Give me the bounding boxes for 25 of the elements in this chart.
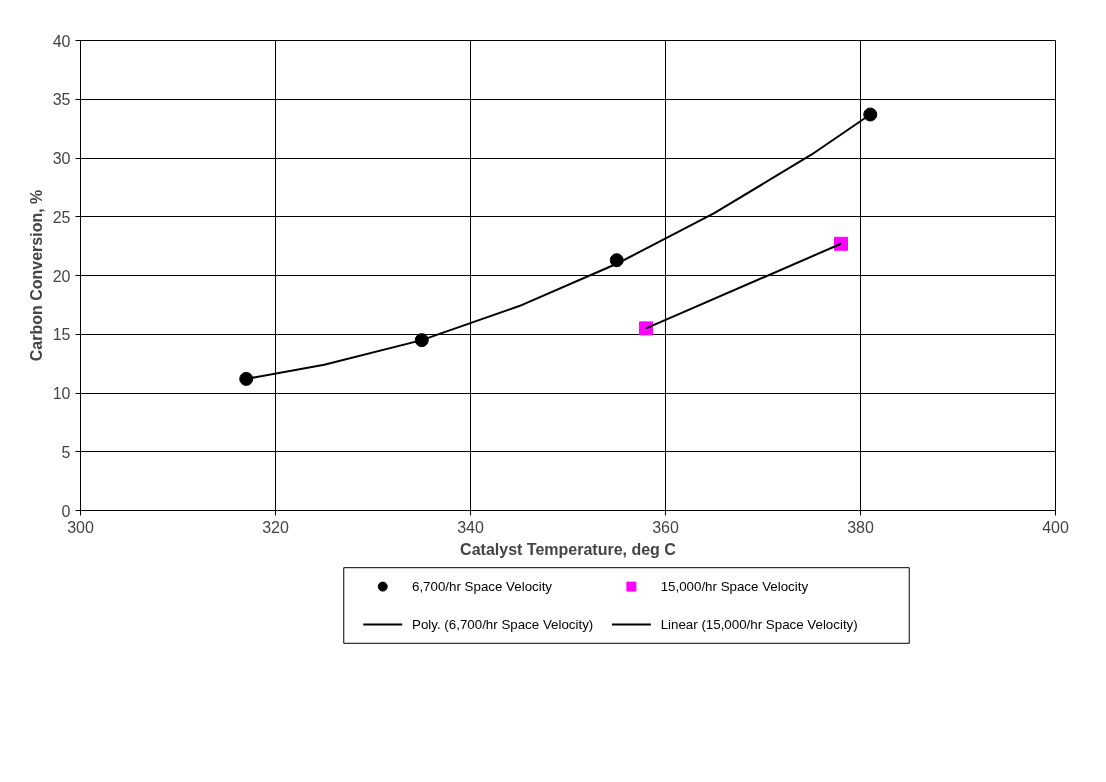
- y-tick-label: 5: [61, 443, 71, 461]
- legend-label: 15,000/hr Space Velocity: [660, 579, 809, 595]
- point: [239, 371, 254, 386]
- y-tick-label: 20: [52, 267, 71, 285]
- y-tick-label: 30: [52, 150, 71, 167]
- point: [834, 236, 848, 251]
- x-axis-title: Catalyst Temperature, deg C: [460, 540, 677, 558]
- y-tick-label: 15: [52, 326, 71, 344]
- x-tick-label: 380: [847, 518, 874, 536]
- point: [639, 321, 653, 336]
- y-tick-label: 10: [52, 385, 71, 402]
- x-tick-label: 340: [457, 518, 484, 536]
- legend-label: Poly. (6,700/hr Space Velocity): [412, 616, 594, 632]
- x-tick-label: 300: [67, 518, 94, 536]
- y-tick-label: 25: [52, 208, 71, 226]
- x-tick-label: 400: [1042, 518, 1069, 536]
- x-tick-label: 360: [652, 518, 679, 536]
- y-axis-title: Carbon Conversion, %: [27, 189, 45, 362]
- x-tick-label: 320: [262, 518, 289, 536]
- point: [863, 107, 878, 122]
- legend-label: Linear (15,000/hr Space Velocity): [660, 616, 858, 632]
- y-tick-label: 40: [52, 32, 71, 50]
- y-tick-label: 0: [61, 502, 71, 520]
- legend-label: 6,700/hr Space Velocity: [412, 579, 553, 595]
- y-tick-label: 35: [52, 91, 71, 109]
